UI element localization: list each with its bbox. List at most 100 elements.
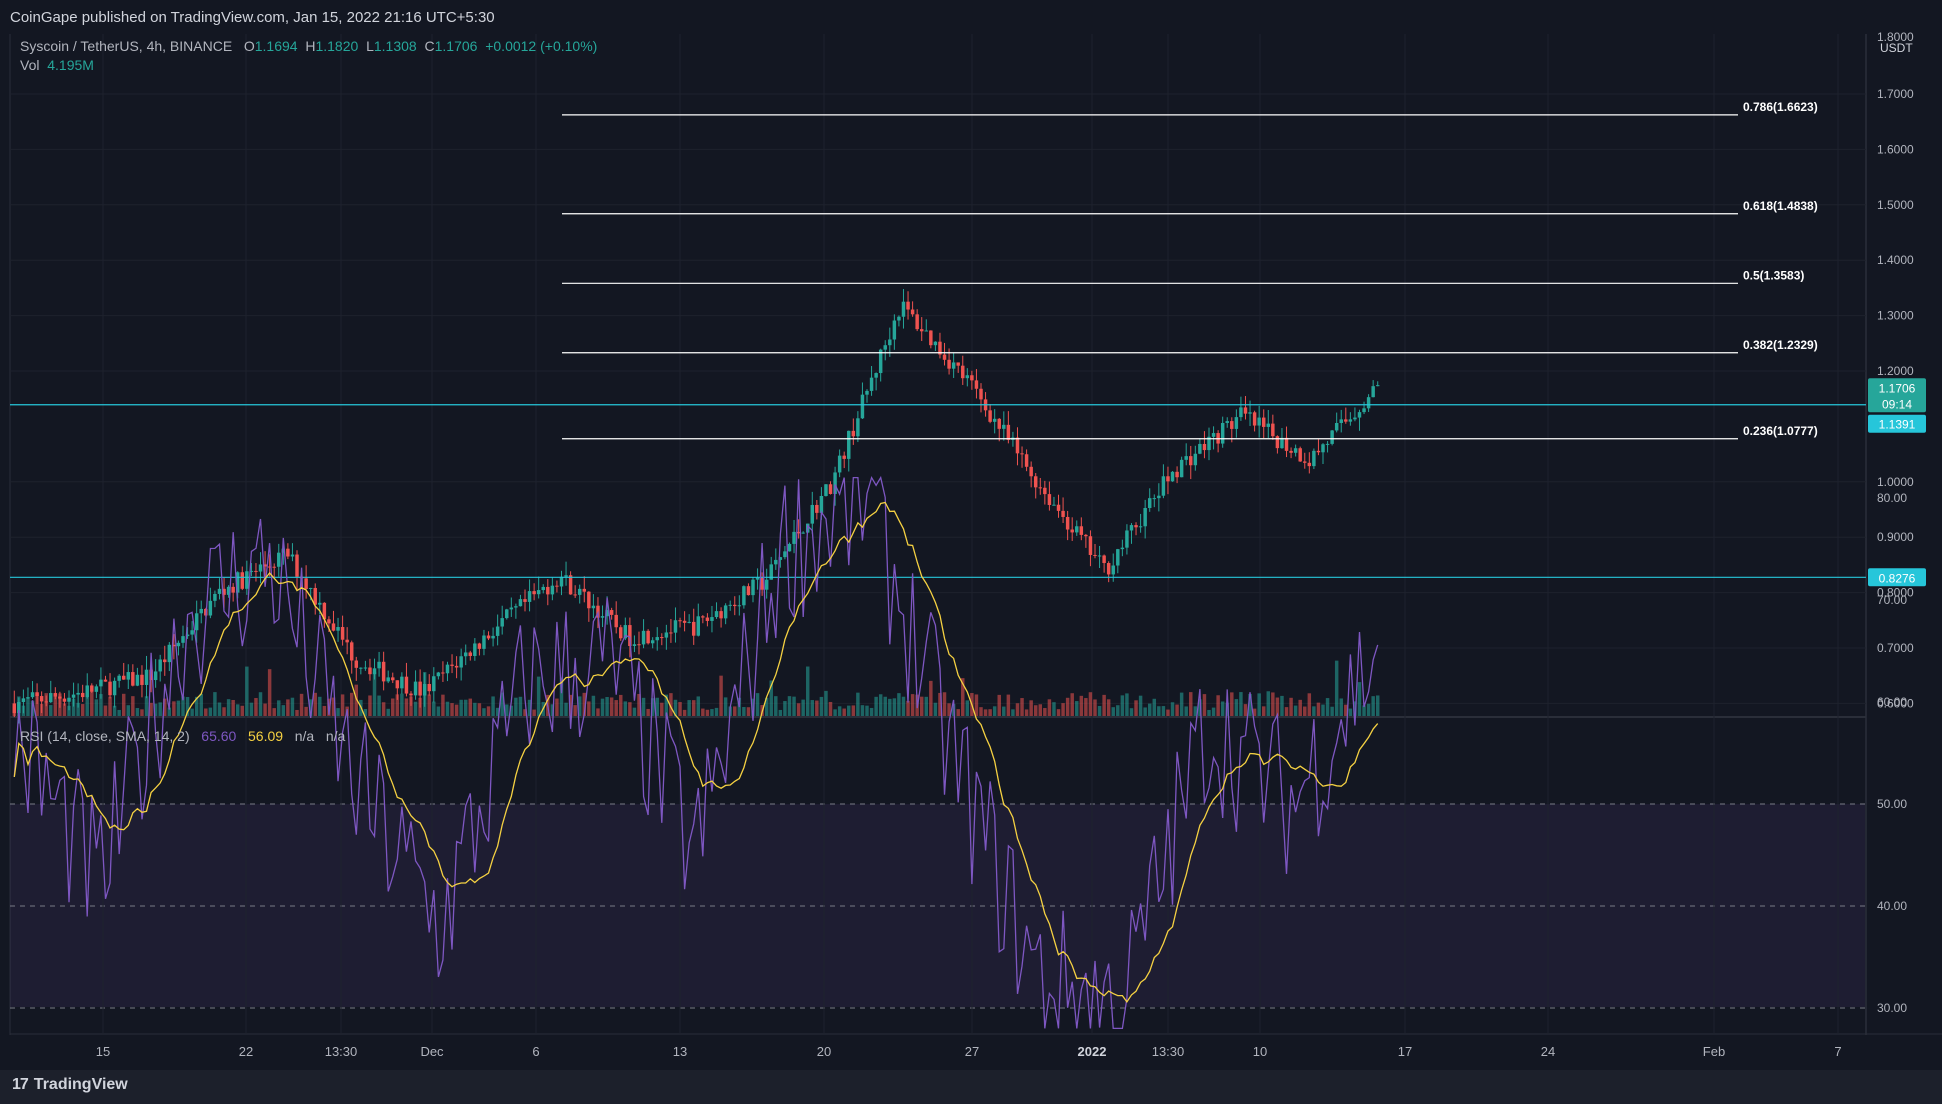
candle [1271, 414, 1275, 440]
volume-bar [482, 708, 486, 716]
volume-bar [1339, 698, 1343, 716]
rsi-na-1: n/a [294, 728, 315, 744]
candle [910, 301, 915, 317]
candle [313, 583, 317, 615]
volume-bar [723, 697, 728, 716]
volume-bar [527, 699, 532, 716]
volume-bar [1038, 704, 1043, 716]
volume-bar [1334, 660, 1339, 716]
candle [144, 655, 149, 699]
candle [1084, 533, 1088, 548]
volume-bar [1189, 692, 1193, 716]
candle [869, 366, 874, 396]
volume-bar [318, 696, 322, 716]
candle [600, 605, 605, 628]
volume-bar [1330, 706, 1334, 716]
volume-bar [172, 701, 176, 716]
volume-bar [76, 702, 80, 716]
volume-bar [869, 707, 874, 716]
volume-bar [609, 697, 614, 716]
candle [710, 605, 714, 633]
candle [413, 670, 418, 700]
time-tick: 7 [1834, 1044, 1841, 1059]
volume-bar [386, 708, 390, 716]
candle [76, 683, 80, 708]
volume-bar [1225, 702, 1229, 716]
candle [418, 669, 422, 708]
volume-bar [555, 698, 559, 716]
volume-bar [536, 676, 541, 716]
volume-bar [1307, 693, 1312, 716]
volume-bar [413, 701, 418, 716]
candle [454, 656, 459, 679]
volume-bar [719, 675, 723, 716]
candle [131, 664, 135, 687]
volume-bar [815, 700, 819, 716]
volume-bar [906, 700, 910, 716]
volume-bar [185, 696, 190, 716]
volume-bar [1271, 692, 1275, 716]
volume-bar [263, 703, 267, 716]
horizontal-levels[interactable] [10, 404, 1866, 578]
volume-bar [883, 696, 887, 716]
volume-bar [391, 698, 395, 716]
candle [108, 673, 112, 699]
volume-bar [308, 699, 313, 716]
time-tick: 27 [965, 1044, 979, 1059]
volume-bar [514, 697, 518, 716]
candle [1266, 409, 1271, 439]
volume-bar [135, 708, 140, 716]
candle [62, 692, 67, 706]
candle [1143, 499, 1147, 539]
volume-bar [1344, 704, 1348, 716]
volume-bar [85, 695, 89, 716]
volume-bar [126, 705, 131, 716]
volume-bar [1289, 697, 1293, 716]
candle [58, 691, 62, 708]
candle [792, 519, 796, 554]
candle [331, 610, 336, 632]
volume-bar [669, 693, 673, 716]
candle [1239, 396, 1243, 421]
chart-canvas[interactable]: 0.786(1.6623) 0.618(1.4838) 0.5(1.3583) 0.3… [0, 0, 1942, 1070]
volume-bar [605, 697, 609, 716]
candle [546, 579, 550, 606]
candle [956, 362, 960, 373]
volume-bar [650, 698, 655, 716]
candle [44, 695, 48, 707]
candle [176, 640, 181, 656]
volume-bar [678, 702, 682, 716]
candle [997, 417, 1001, 442]
volume-bar [660, 702, 664, 716]
volume-bar [573, 705, 577, 716]
candle [249, 562, 254, 577]
volume-bar [564, 702, 568, 716]
candle [1230, 417, 1234, 443]
volume-bar [349, 692, 354, 716]
candle [906, 291, 910, 320]
time-tick: 13:30 [1152, 1044, 1185, 1059]
volume-bar [1129, 708, 1134, 716]
volume-bar [235, 704, 240, 716]
tradingview-logo[interactable]: 17 TradingView [12, 1076, 128, 1094]
volume-bar [938, 692, 942, 716]
symbol-legend[interactable]: Syscoin / TetherUS, 4h, BINANCE O1.1694 … [20, 38, 597, 54]
rsi-tick: 50.00 [1877, 797, 1907, 811]
time-axis[interactable]: 15 22 13:30 Dec 6 13 20 27 2022 13:30 10 17 24 Feb 7 [96, 1044, 1842, 1059]
time-tick: 13 [673, 1044, 687, 1059]
volume-bar [992, 706, 997, 716]
volume-bar [1152, 698, 1157, 716]
fib-retracement[interactable]: 0.786(1.6623) 0.618(1.4838) 0.5(1.3583) 0.3… [562, 100, 1818, 440]
last-price-badge [1868, 378, 1926, 413]
candle [103, 675, 108, 682]
candle [231, 583, 235, 602]
candle [1029, 461, 1033, 488]
volume-bar [1207, 709, 1211, 716]
volume-bar [112, 705, 117, 716]
volume-bar [486, 706, 491, 716]
candle [1152, 494, 1157, 508]
rsi-legend[interactable]: RSI (14, close, SMA, 14, 2) 65.60 56.09 … [20, 728, 345, 744]
volume-legend[interactable]: Vol 4.195M [20, 57, 94, 73]
candle [94, 684, 99, 699]
